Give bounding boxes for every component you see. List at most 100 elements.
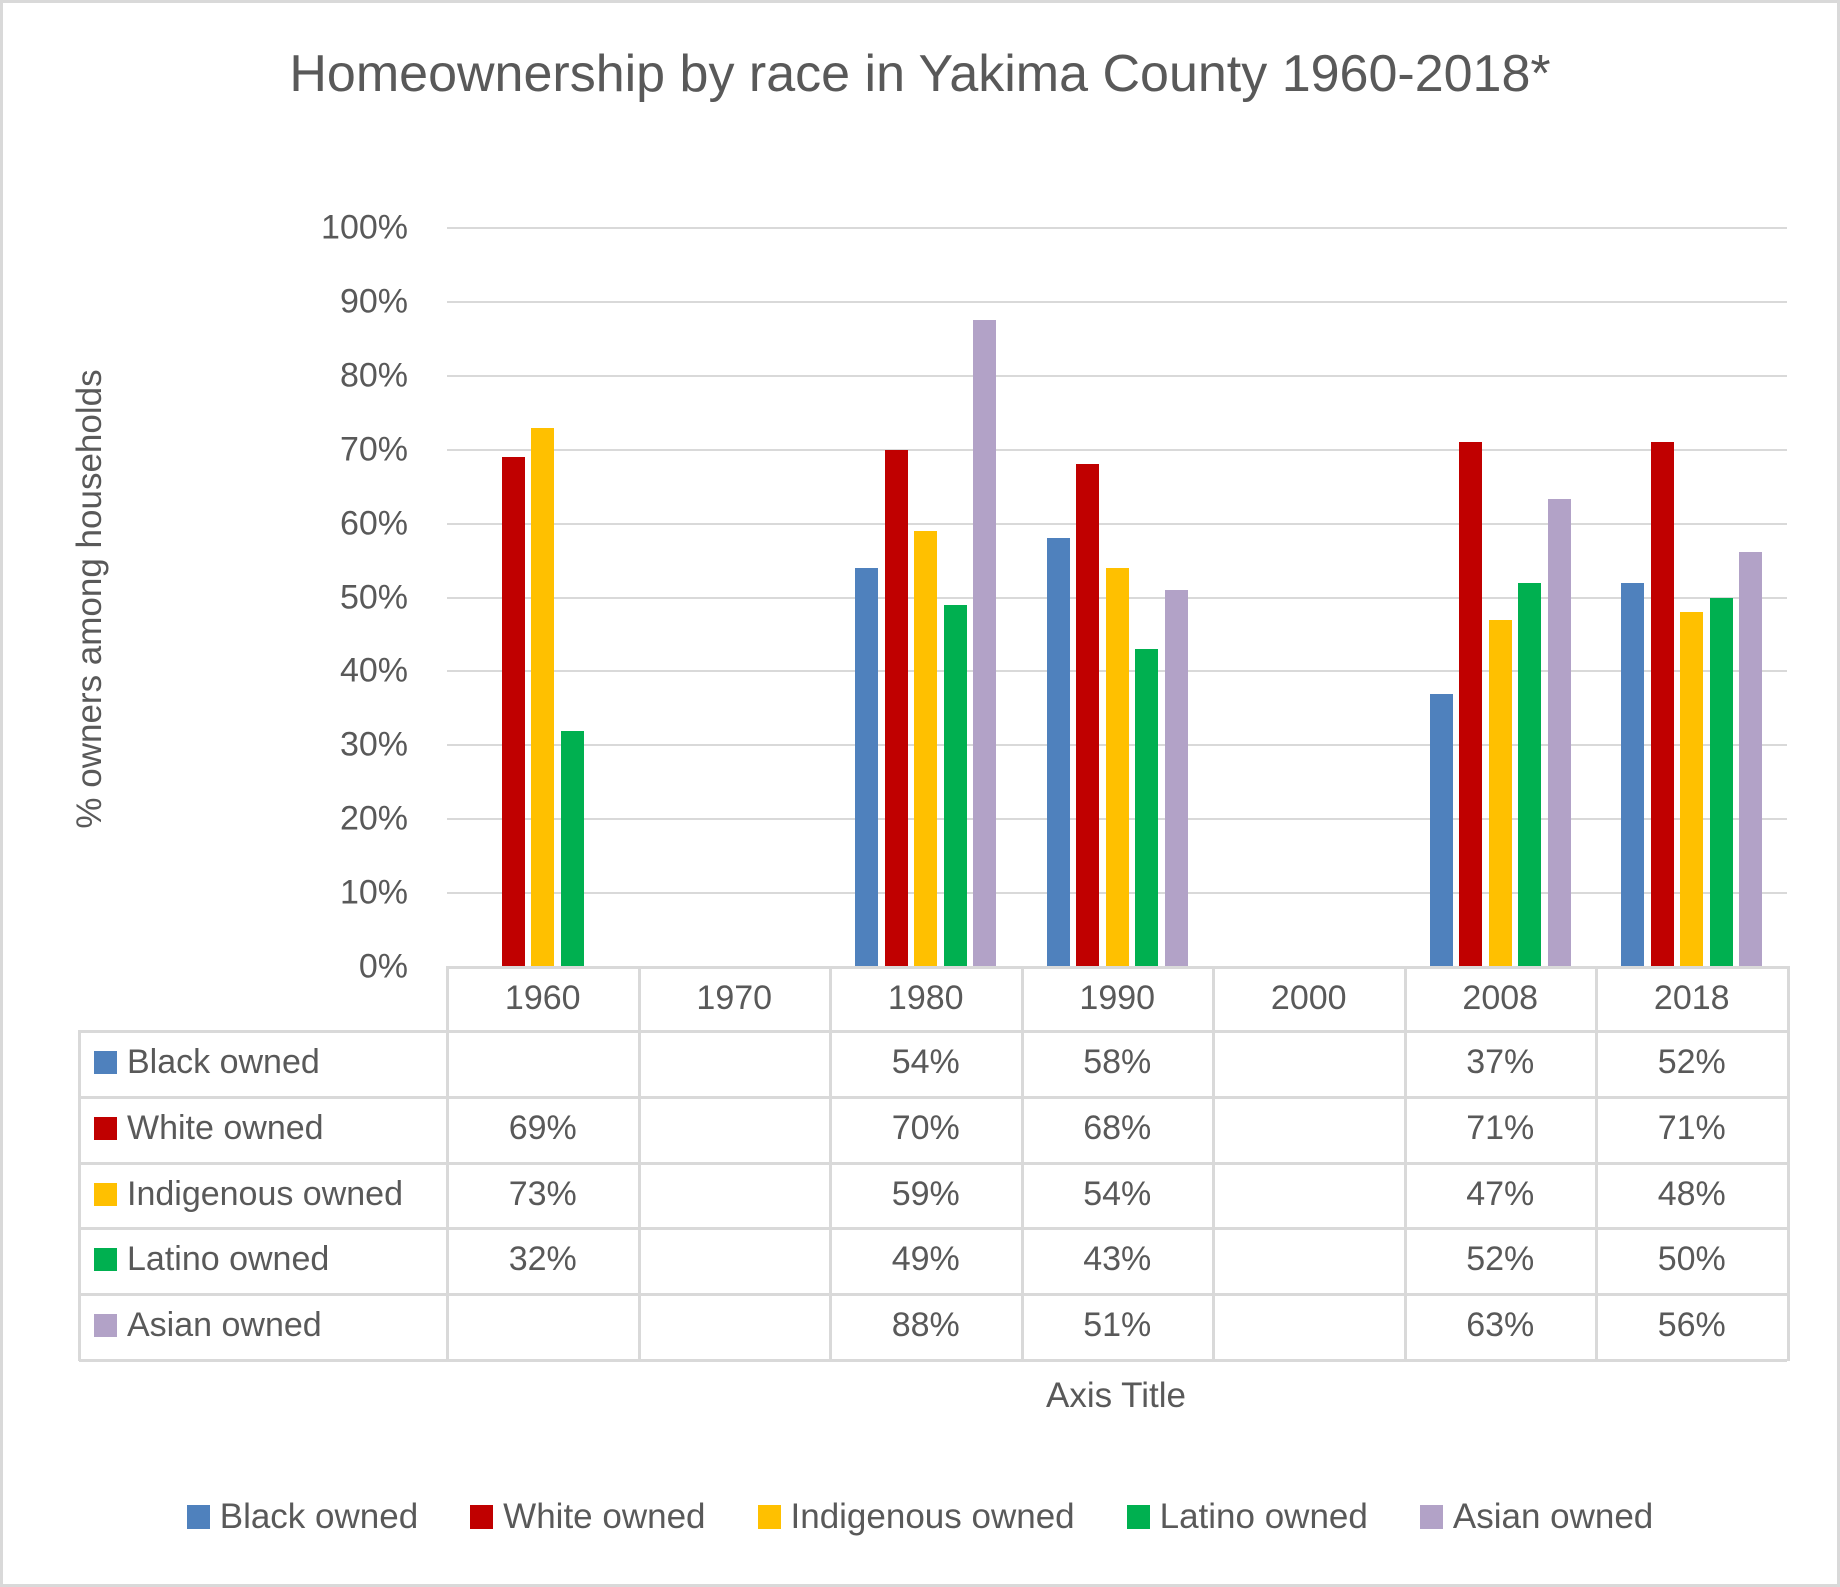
x-axis-title: Axis Title	[1045, 1376, 1187, 1415]
table-col-border	[1020, 966, 1024, 1361]
table-cell-value: 52%	[1657, 1043, 1726, 1081]
x-category-label: 2018	[1653, 979, 1730, 1017]
table-cell-value: 68%	[1083, 1108, 1152, 1147]
table-cell-value: 63%	[1466, 1306, 1535, 1345]
legend-key-icon	[94, 1051, 117, 1074]
table-row-border	[79, 1030, 1787, 1033]
legend-key-icon	[186, 1505, 210, 1529]
legend-key-icon	[757, 1505, 781, 1529]
table-cell-value: 69%	[508, 1108, 577, 1147]
table-row-border	[79, 1359, 1787, 1362]
legend-key-icon	[470, 1505, 494, 1529]
table-col-border	[829, 966, 832, 1361]
bar-asian-owned-2018	[1739, 551, 1763, 967]
y-tick-label: 70%	[339, 430, 408, 469]
table-row-label: Asian owned	[94, 1306, 322, 1345]
table-cell-value: 51%	[1083, 1306, 1152, 1345]
table-cell-value: 47%	[1466, 1174, 1535, 1213]
table-cell-value: 37%	[1466, 1043, 1535, 1081]
bar-indigenous-owned-1960	[531, 427, 555, 967]
table-col-border	[1212, 966, 1215, 1361]
legend-label: White owned	[503, 1497, 706, 1536]
legend-key-icon	[94, 1116, 117, 1140]
bar-asian-owned-2008	[1547, 499, 1571, 967]
table-row-label: White owned	[94, 1109, 324, 1148]
bar-asian-owned-1990	[1164, 590, 1188, 967]
table-col-border	[637, 966, 641, 1361]
table-cell-value: 49%	[891, 1240, 960, 1279]
y-tick-label: 0%	[358, 947, 408, 986]
bar-white-owned-1960	[501, 457, 525, 967]
series-name: Asian owned	[127, 1306, 322, 1345]
bar-latino-owned-1990	[1135, 649, 1159, 967]
legend-label: Asian owned	[1452, 1497, 1654, 1536]
bar-indigenous-owned-2018	[1680, 612, 1704, 967]
legend-label: Indigenous owned	[790, 1497, 1075, 1536]
x-category-label: 1960	[504, 979, 581, 1017]
bar-white-owned-1990	[1076, 464, 1100, 967]
bar-latino-owned-2018	[1709, 597, 1733, 967]
bar-white-owned-1980	[884, 449, 908, 967]
table-cell-value: 54%	[1083, 1174, 1152, 1213]
table-row-border	[79, 1227, 1787, 1231]
gridline	[447, 374, 1787, 377]
bar-black-owned-1990	[1046, 538, 1070, 967]
bar-white-owned-2008	[1459, 442, 1483, 967]
x-category-label: 2008	[1462, 979, 1539, 1017]
table-border	[447, 966, 1787, 969]
chart-title: Homeownership by race in Yakima County 1…	[289, 45, 1551, 103]
legend-item: Indigenous owned	[757, 1497, 1075, 1537]
x-category-label: 1970	[696, 979, 773, 1017]
table-cell-value: 48%	[1657, 1174, 1726, 1213]
bar-black-owned-1980	[855, 567, 879, 967]
table-cell-value: 50%	[1657, 1240, 1726, 1279]
gridline	[447, 227, 1787, 229]
table-cell-value: 54%	[891, 1043, 960, 1081]
series-name: White owned	[127, 1108, 324, 1147]
table-cell-value: 88%	[891, 1306, 960, 1345]
bar-indigenous-owned-2008	[1488, 619, 1512, 967]
x-category-label: 2000	[1270, 979, 1347, 1017]
y-axis-title: % owners among households	[70, 369, 109, 829]
legend-item: Asian owned	[1419, 1497, 1654, 1537]
table-row-border	[79, 1095, 1787, 1099]
bar-white-owned-2018	[1650, 442, 1674, 967]
table-row-border	[79, 1293, 1787, 1297]
table-cell-value: 43%	[1083, 1240, 1152, 1279]
table-cell-value: 56%	[1657, 1306, 1726, 1345]
legend-key-icon	[1126, 1505, 1150, 1529]
series-name: Black owned	[127, 1043, 320, 1081]
legend-label: Black owned	[219, 1497, 419, 1536]
y-tick-label: 100%	[321, 208, 408, 247]
y-tick-label: 90%	[339, 282, 408, 321]
bar-black-owned-2008	[1429, 693, 1453, 967]
bar-latino-owned-1980	[943, 604, 967, 967]
gridline	[447, 522, 1787, 525]
gridline	[447, 300, 1787, 303]
table-row-label: Black owned	[94, 1043, 320, 1082]
table-cell-value: 58%	[1083, 1043, 1152, 1081]
table-col-border	[446, 966, 449, 1361]
table-col-border	[1786, 966, 1790, 1361]
y-tick-label: 60%	[339, 504, 408, 543]
legend-item: White owned	[470, 1497, 706, 1537]
series-name: Indigenous owned	[127, 1174, 404, 1213]
table-row-border	[79, 1161, 1787, 1165]
table-cell-value: 71%	[1466, 1108, 1535, 1147]
table-row-label: Indigenous owned	[94, 1175, 403, 1214]
legend-key-icon	[94, 1248, 117, 1272]
table-row-label: Latino owned	[94, 1240, 329, 1279]
y-tick-label: 20%	[339, 799, 408, 838]
table-cell-value: 32%	[508, 1240, 577, 1279]
legend-key-icon	[94, 1182, 117, 1206]
y-tick-label: 30%	[339, 725, 408, 764]
legend-item: Latino owned	[1126, 1497, 1368, 1537]
table-cell-value: 70%	[891, 1108, 960, 1147]
table-col-border	[1403, 966, 1407, 1361]
x-category-label: 1990	[1079, 979, 1156, 1017]
y-tick-label: 10%	[339, 873, 408, 912]
table-cell-value: 73%	[508, 1174, 577, 1213]
y-tick-label: 80%	[339, 356, 408, 395]
bar-latino-owned-2008	[1518, 582, 1542, 967]
legend-item: Black owned	[186, 1497, 419, 1537]
